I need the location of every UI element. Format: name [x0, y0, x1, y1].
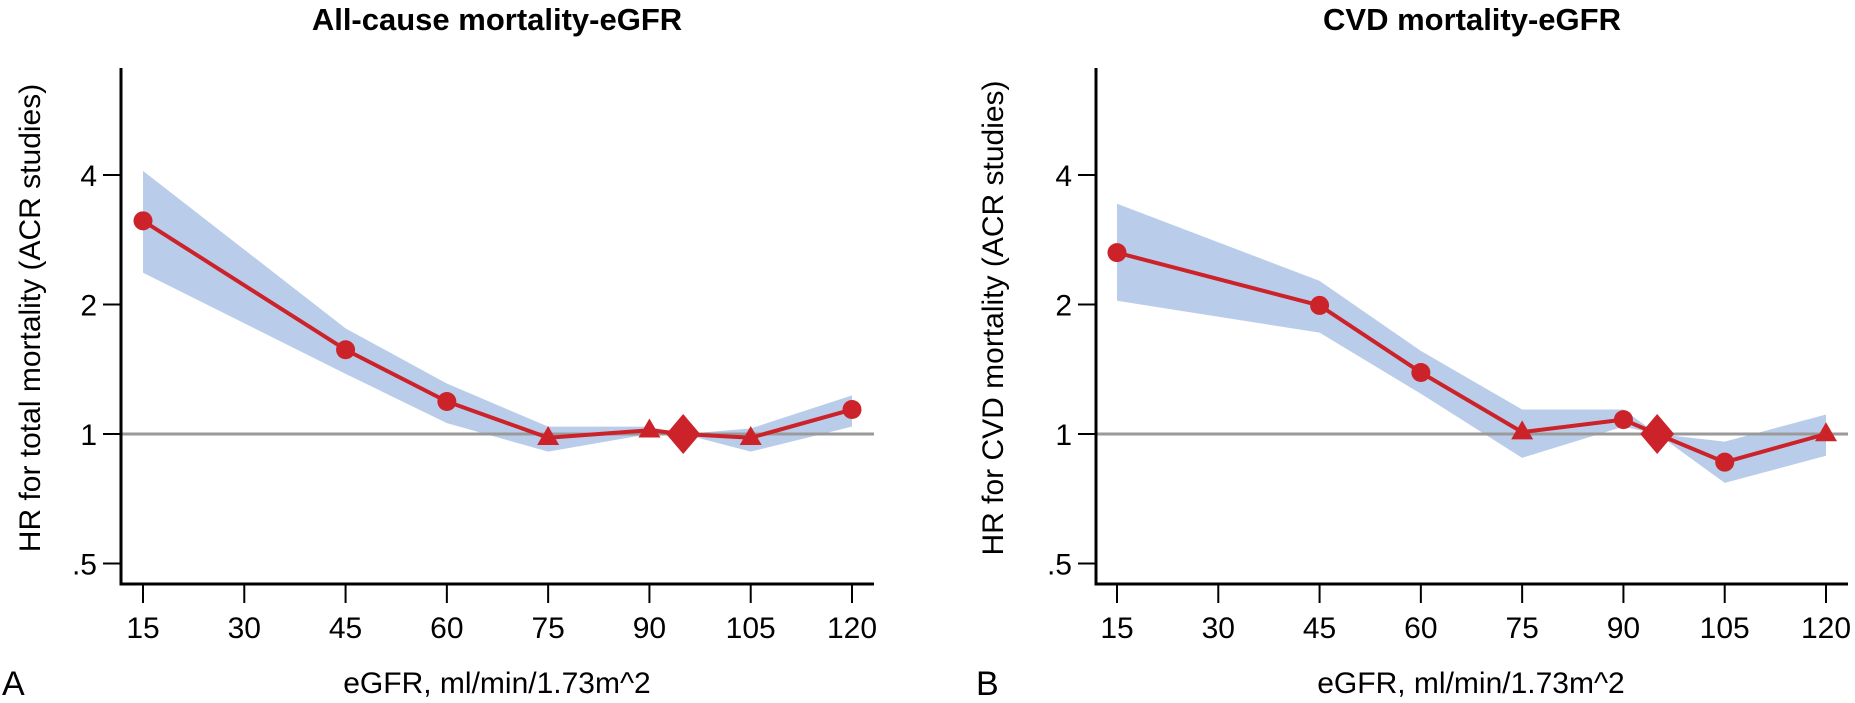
panel-letter: A — [2, 665, 25, 703]
y-tick-label: .5 — [72, 549, 97, 582]
panel-letter: B — [976, 665, 999, 703]
y-tick-label: 2 — [1055, 290, 1072, 323]
x-tick-label: 75 — [531, 612, 564, 645]
x-tick-label: 105 — [1700, 612, 1750, 645]
data-point-circle — [1310, 295, 1330, 315]
x-tick-label: 105 — [726, 612, 776, 645]
reference-point-diamond — [1640, 414, 1675, 454]
x-tick-label: 15 — [1100, 612, 1133, 645]
confidence-band — [143, 170, 852, 452]
data-point-triangle — [537, 425, 560, 445]
data-point-triangle — [638, 418, 661, 438]
axis-frame — [119, 68, 874, 586]
x-axis-title: eGFR, ml/min/1.73m^2 — [1317, 667, 1625, 700]
x-tick-label: 120 — [1801, 612, 1851, 645]
data-point-circle — [1715, 452, 1735, 472]
data-point-circle — [1411, 362, 1431, 382]
y-axis-title: HR for CVD mortality (ACR studies) — [977, 80, 1010, 555]
chart-title: All-cause mortality-eGFR — [312, 2, 682, 37]
ci-band-layer — [1117, 203, 1826, 483]
confidence-band — [1117, 203, 1826, 483]
data-point-triangle — [1815, 422, 1837, 442]
y-tick-label: 4 — [1055, 160, 1072, 193]
data-point-circle — [1613, 410, 1633, 430]
y-tick-label: 1 — [80, 419, 97, 452]
x-tick-label: 45 — [1303, 612, 1336, 645]
data-point-triangle — [1511, 420, 1534, 440]
y-tick-label: .5 — [1047, 549, 1072, 582]
x-tick-label: 90 — [633, 612, 666, 645]
data-point-circle — [437, 392, 457, 412]
series-line — [1116, 250, 1827, 465]
ci-band-layer — [143, 170, 852, 452]
chart-title: CVD mortality-eGFR — [1323, 2, 1621, 37]
x-tick-label: 30 — [1202, 612, 1235, 645]
x-tick-label: 120 — [827, 612, 877, 645]
y-tick-label: 1 — [1055, 419, 1072, 452]
x-tick-label: 45 — [329, 612, 362, 645]
reference-point-diamond — [666, 414, 701, 454]
axis-frame — [1094, 68, 1848, 586]
panel-a: All-cause mortality-eGFR HR for total mo… — [2, 2, 877, 703]
y-tick-label: 2 — [80, 290, 97, 323]
x-tick-label: 75 — [1505, 612, 1538, 645]
x-tick-label: 30 — [228, 612, 261, 645]
axes: .5 1 2 4 15 30 45 60 75 90 105 120 — [72, 68, 877, 645]
series-layer — [133, 211, 862, 454]
x-tick-label: 90 — [1607, 612, 1640, 645]
data-point-circle — [1107, 243, 1127, 263]
panel-b: CVD mortality-eGFR HR for CVD mortality … — [976, 2, 1851, 703]
data-point-triangle — [739, 425, 762, 445]
y-axis-title: HR for total mortality (ACR studies) — [14, 84, 47, 552]
axes: .5 1 2 4 15 30 45 60 75 90 105 120 — [1047, 68, 1851, 645]
data-point-circle — [842, 400, 862, 420]
x-axis-title: eGFR, ml/min/1.73m^2 — [343, 667, 651, 700]
series-layer — [1107, 243, 1837, 472]
y-tick-label: 4 — [80, 160, 97, 193]
x-tick-label: 60 — [1404, 612, 1437, 645]
data-point-circle — [336, 340, 356, 360]
series-line — [141, 219, 853, 440]
x-tick-label: 15 — [126, 612, 159, 645]
data-point-circle — [133, 211, 153, 231]
x-tick-label: 60 — [430, 612, 463, 645]
